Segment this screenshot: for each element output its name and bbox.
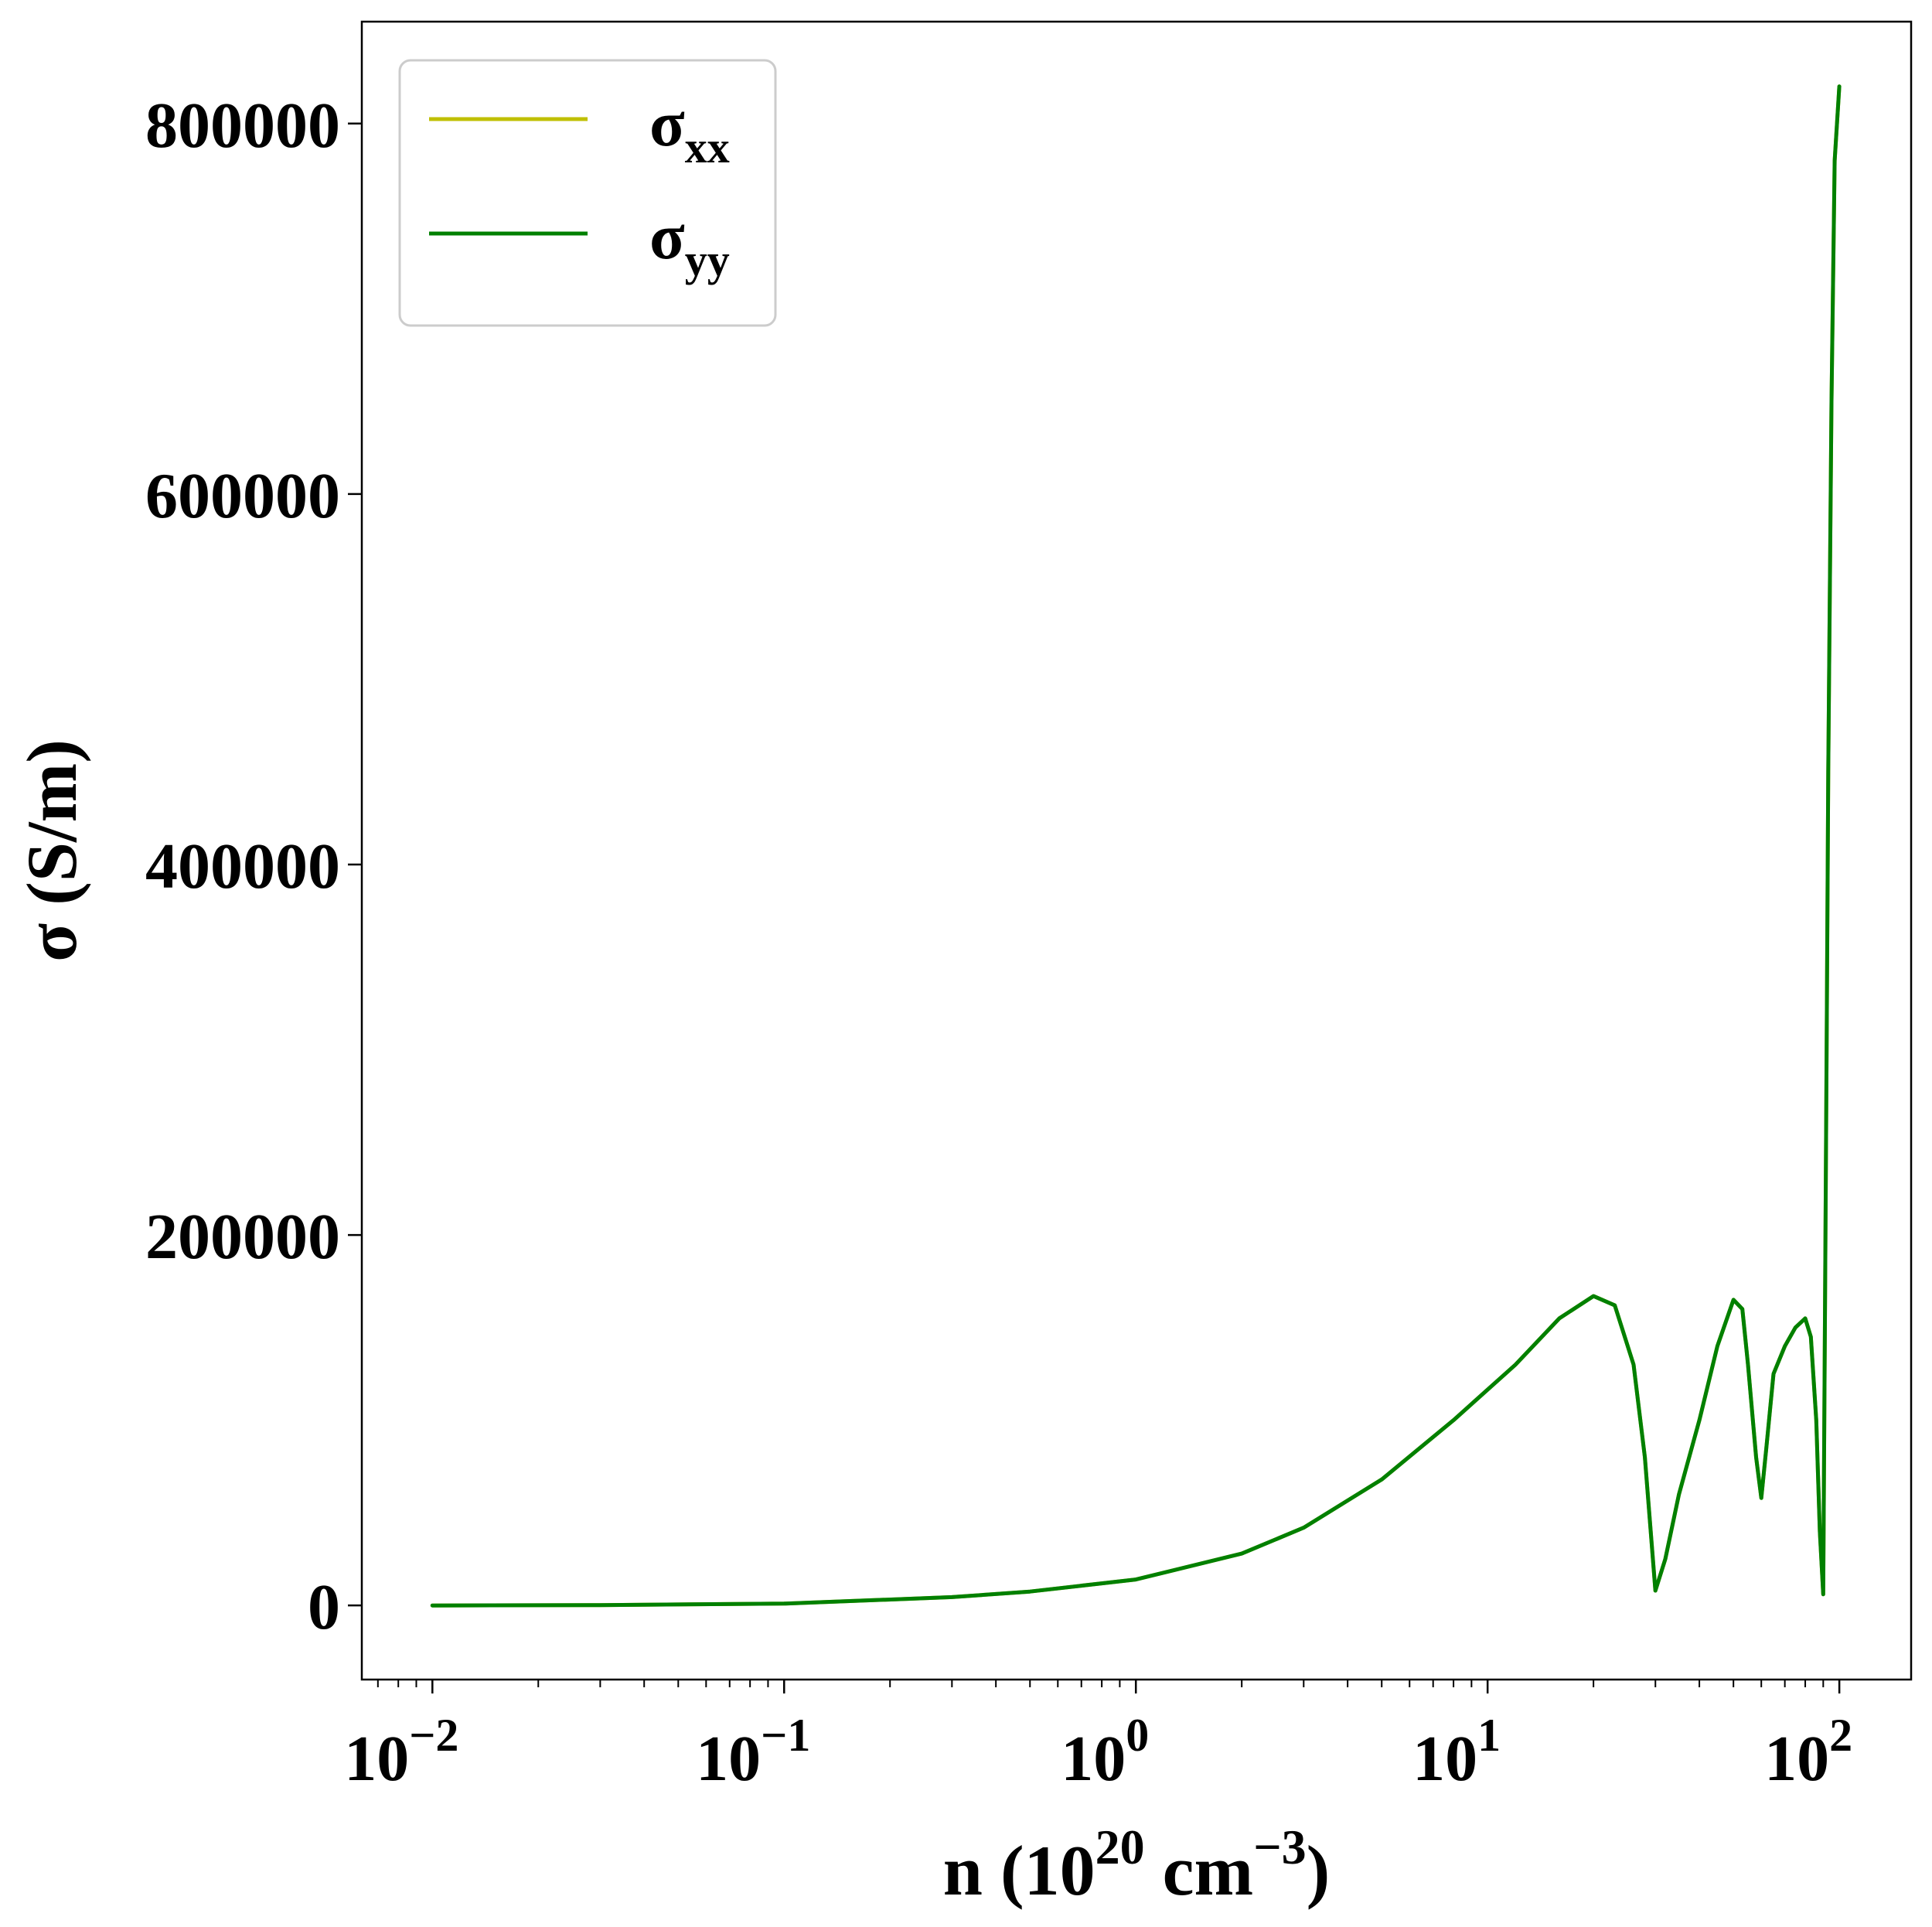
x-tick-label: 101 [1412, 1710, 1501, 1795]
legend: σxx σyy [398, 59, 777, 327]
x-tick-label-base: 10 [1061, 1723, 1126, 1795]
legend-label-sigma-yy: σyy [649, 201, 730, 285]
y-tick-label: 0 [308, 1571, 340, 1643]
x-axis-label: n (1020 cm−3) [943, 1820, 1330, 1910]
x-tick-label-base: 10 [1412, 1723, 1477, 1795]
x-tick-label: 100 [1061, 1710, 1149, 1795]
x-axis-label-exp1: 20 [1095, 1820, 1145, 1874]
legend-box [398, 59, 777, 327]
y-tick-label: 800000 [145, 90, 340, 162]
y-tick-label: 400000 [145, 830, 340, 902]
x-tick-label-exponent: −1 [761, 1710, 810, 1761]
x-axis-label-mid: cm [1145, 1831, 1253, 1910]
series-layer [430, 84, 1842, 1608]
legend-label-sigma-yy-sub: yy [685, 235, 730, 285]
x-tick-label: 102 [1764, 1710, 1852, 1795]
x-tick-label-exponent: −2 [409, 1710, 458, 1761]
x-tick-label-base: 10 [696, 1723, 761, 1795]
x-axis-ticks: 10−2 10−1 100 101 102 [344, 1680, 1852, 1795]
legend-label-sigma-xx-sub: xx [685, 122, 730, 172]
x-axis-label-exp2: −3 [1253, 1820, 1306, 1874]
x-tick-label-exponent: 0 [1126, 1710, 1149, 1761]
legend-label-sigma-xx: σxx [649, 88, 730, 172]
y-tick-label: 200000 [145, 1201, 340, 1273]
x-axis-label-base: n (10 [943, 1831, 1095, 1910]
x-tick-label: 10−2 [344, 1710, 458, 1795]
y-tick-label: 600000 [145, 460, 340, 532]
legend-label-sigma-xx-base: σ [649, 88, 685, 160]
x-tick-label-base: 10 [1764, 1723, 1829, 1795]
x-axis-label-end: ) [1307, 1831, 1331, 1910]
series-line-1 [430, 84, 1842, 1608]
legend-label-sigma-yy-base: σ [649, 201, 685, 273]
x-tick-label-exponent: 1 [1477, 1710, 1501, 1761]
y-axis-label: σ (S/m) [12, 739, 91, 962]
y-axis-ticks: 0 200000 400000 600000 800000 [145, 90, 362, 1643]
x-tick-label-exponent: 2 [1829, 1710, 1852, 1761]
x-tick-label: 10−1 [696, 1710, 810, 1795]
x-tick-label-base: 10 [344, 1723, 409, 1795]
